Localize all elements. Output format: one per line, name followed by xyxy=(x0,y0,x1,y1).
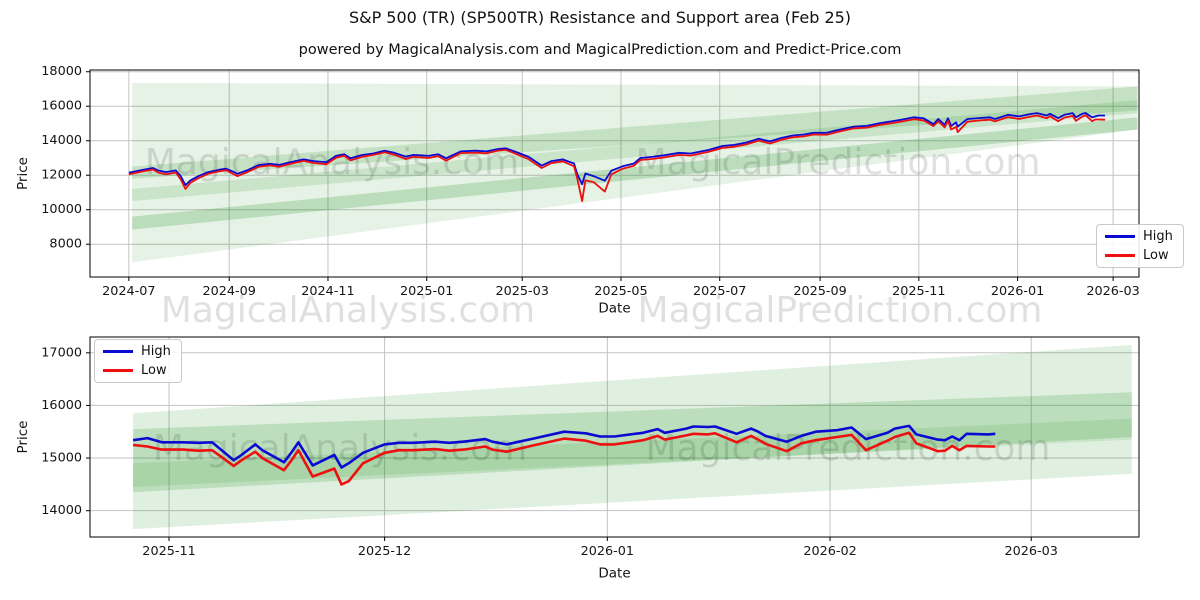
legend-item-label: Low xyxy=(141,363,167,378)
y-tick-label: 16000 xyxy=(41,99,82,114)
x-tick-label: 2024-11 xyxy=(301,284,354,299)
watermark-text: MagicalAnalysis.com xyxy=(145,142,519,183)
watermark-text: MagicalAnalysis.com xyxy=(161,290,535,331)
legend-item-high: High xyxy=(103,345,171,358)
y-tick-label: 14000 xyxy=(41,503,82,518)
x-tick-label: 2025-11 xyxy=(142,544,195,559)
y-tick-label: 12000 xyxy=(41,168,82,183)
x-tick-label: 2026-01 xyxy=(991,284,1044,299)
x-tick-label: 2026-03 xyxy=(1086,284,1139,299)
legend-top-chart: High Low xyxy=(1096,224,1184,268)
plot-border xyxy=(89,336,1140,538)
plot-border xyxy=(89,69,1140,278)
y-axis-label: Price xyxy=(15,157,31,190)
legend-item-label: High xyxy=(141,344,171,359)
x-tick-label: 2025-01 xyxy=(400,284,453,299)
support-resistance-band xyxy=(133,344,1132,530)
x-tick-label: 2026-03 xyxy=(1004,544,1057,559)
y-tick-label: 17000 xyxy=(41,345,82,360)
y-tick-label: 10000 xyxy=(41,202,82,217)
legend-item-high: High xyxy=(1105,230,1173,243)
x-tick-label: 2024-07 xyxy=(102,284,155,299)
figure-title: S&P 500 (TR) (SP500TR) Resistance and Su… xyxy=(348,8,852,27)
x-tick-label: 2026-01 xyxy=(581,544,634,559)
y-tick-label: 16000 xyxy=(41,398,82,413)
watermark-text: MagicalPrediction.com xyxy=(638,290,1043,331)
legend-item-label: Low xyxy=(1143,248,1169,263)
legend-item-label: High xyxy=(1143,229,1173,244)
x-axis-label: Date xyxy=(598,566,630,582)
support-resistance-band xyxy=(132,117,1138,230)
x-tick-label: 2025-05 xyxy=(594,284,647,299)
y-tick-label: 18000 xyxy=(41,64,82,79)
x-tick-label: 2025-09 xyxy=(793,284,846,299)
legend-line-swatch xyxy=(1105,254,1135,257)
high-line xyxy=(132,424,996,469)
x-tick-label: 2026-02 xyxy=(803,544,856,559)
low-line xyxy=(132,431,996,486)
legend-item-low: Low xyxy=(1105,249,1173,262)
y-axis-label: Price xyxy=(15,421,31,454)
y-tick-label: 15000 xyxy=(41,451,82,466)
x-tick-label: 2025-12 xyxy=(358,544,411,559)
y-tick-label: 8000 xyxy=(49,237,82,252)
legend-line-swatch xyxy=(1105,235,1135,238)
support-resistance-band xyxy=(132,100,1138,202)
high-line xyxy=(128,112,1105,187)
legend-item-low: Low xyxy=(103,364,171,377)
x-tick-label: 2024-09 xyxy=(202,284,255,299)
support-resistance-band xyxy=(132,86,1138,179)
legend-line-swatch xyxy=(103,350,133,353)
x-tick-label: 2025-03 xyxy=(495,284,548,299)
low-line xyxy=(128,114,1106,203)
support-resistance-band xyxy=(132,82,1138,263)
watermark-text: MagicalPrediction.com xyxy=(636,142,1041,183)
legend-bottom-chart: High Low xyxy=(94,339,182,383)
x-tick-label: 2025-11 xyxy=(892,284,945,299)
x-axis-label: Date xyxy=(598,301,630,317)
x-tick-label: 2025-07 xyxy=(693,284,746,299)
figure-subtitle: powered by MagicalAnalysis.com and Magic… xyxy=(298,42,902,58)
y-tick-label: 14000 xyxy=(41,133,82,148)
legend-line-swatch xyxy=(103,369,133,372)
